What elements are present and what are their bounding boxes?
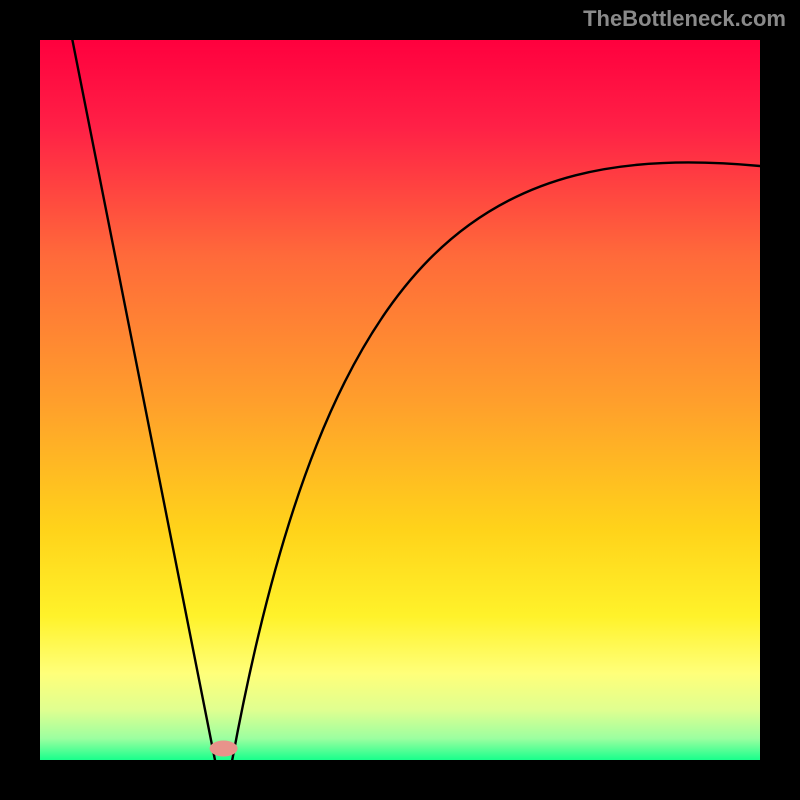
- notch-marker: [210, 740, 238, 756]
- chart-stage: TheBottleneck.com: [0, 0, 800, 800]
- chart-svg: [0, 0, 800, 800]
- gradient-area: [40, 40, 760, 760]
